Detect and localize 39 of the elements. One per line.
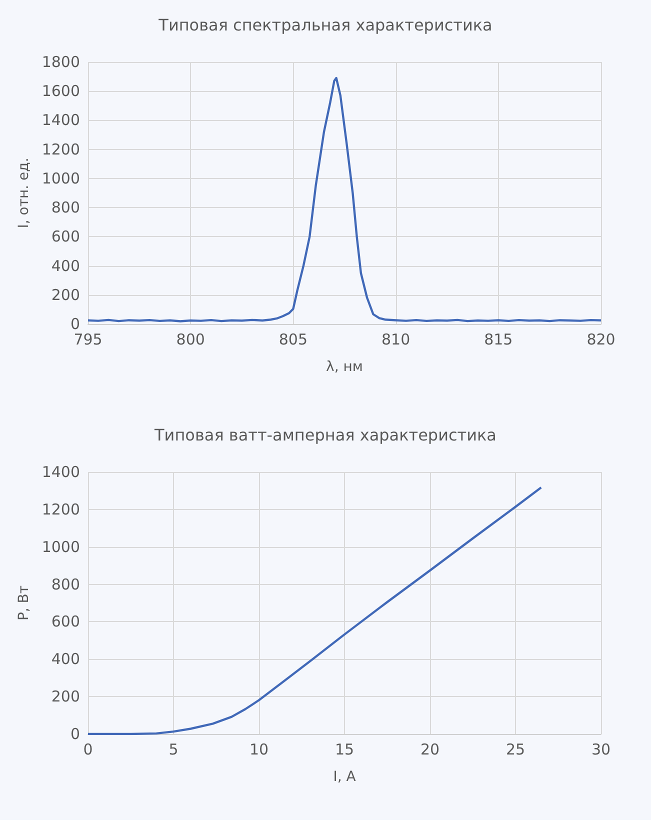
- y-tick-label: 600: [51, 228, 80, 246]
- y-tick-label: 600: [51, 612, 80, 631]
- line-series: [86, 486, 542, 736]
- x-tick-label: 805: [278, 330, 308, 348]
- y-axis-title: I, отн. ед.: [16, 158, 32, 228]
- y-tick-label: 200: [51, 688, 80, 706]
- line-series: [86, 76, 602, 322]
- x-tick-label: 800: [176, 330, 205, 348]
- x-tick-label: 810: [381, 330, 410, 348]
- x-axis-title: I, А: [333, 769, 356, 785]
- x-tick-label: 15: [334, 740, 354, 758]
- y-tick-label: 1200: [42, 140, 80, 158]
- y-tick-label: 400: [51, 650, 80, 668]
- y-tick-label: 1400: [42, 463, 80, 481]
- y-tick-label: 1600: [42, 82, 80, 100]
- x-axis-title: λ, нм: [326, 359, 363, 375]
- y-tick-label: 1000: [42, 538, 80, 556]
- y-tick-label: 800: [51, 198, 80, 217]
- chart-title: Типовая ватт-амперная характеристика: [154, 426, 496, 444]
- y-axis-title: P, Вт: [16, 585, 32, 621]
- y-tick-label: 1800: [42, 53, 80, 71]
- y-tick-label: 0: [70, 725, 80, 743]
- x-tick-label: 20: [420, 740, 440, 758]
- y-tick-label: 400: [51, 256, 80, 275]
- y-tick-label: 1000: [42, 169, 80, 188]
- x-tick-label: 795: [74, 330, 102, 348]
- chart-title: Типовая спектральная характеристика: [158, 16, 492, 34]
- x-tick-label: 10: [249, 740, 269, 758]
- x-tick-label: 0: [83, 740, 93, 758]
- y-tick-label: 800: [51, 575, 80, 594]
- x-tick-label: 25: [506, 740, 526, 758]
- x-tick-label: 30: [591, 740, 611, 758]
- y-tick-label: 200: [51, 286, 80, 304]
- y-tick-label: 1400: [42, 111, 80, 130]
- x-tick-label: 820: [586, 330, 616, 348]
- y-tick-label: 1200: [42, 500, 80, 518]
- y-tick-label: 0: [70, 315, 80, 333]
- x-tick-label: 815: [484, 330, 513, 348]
- x-tick-label: 5: [168, 740, 178, 758]
